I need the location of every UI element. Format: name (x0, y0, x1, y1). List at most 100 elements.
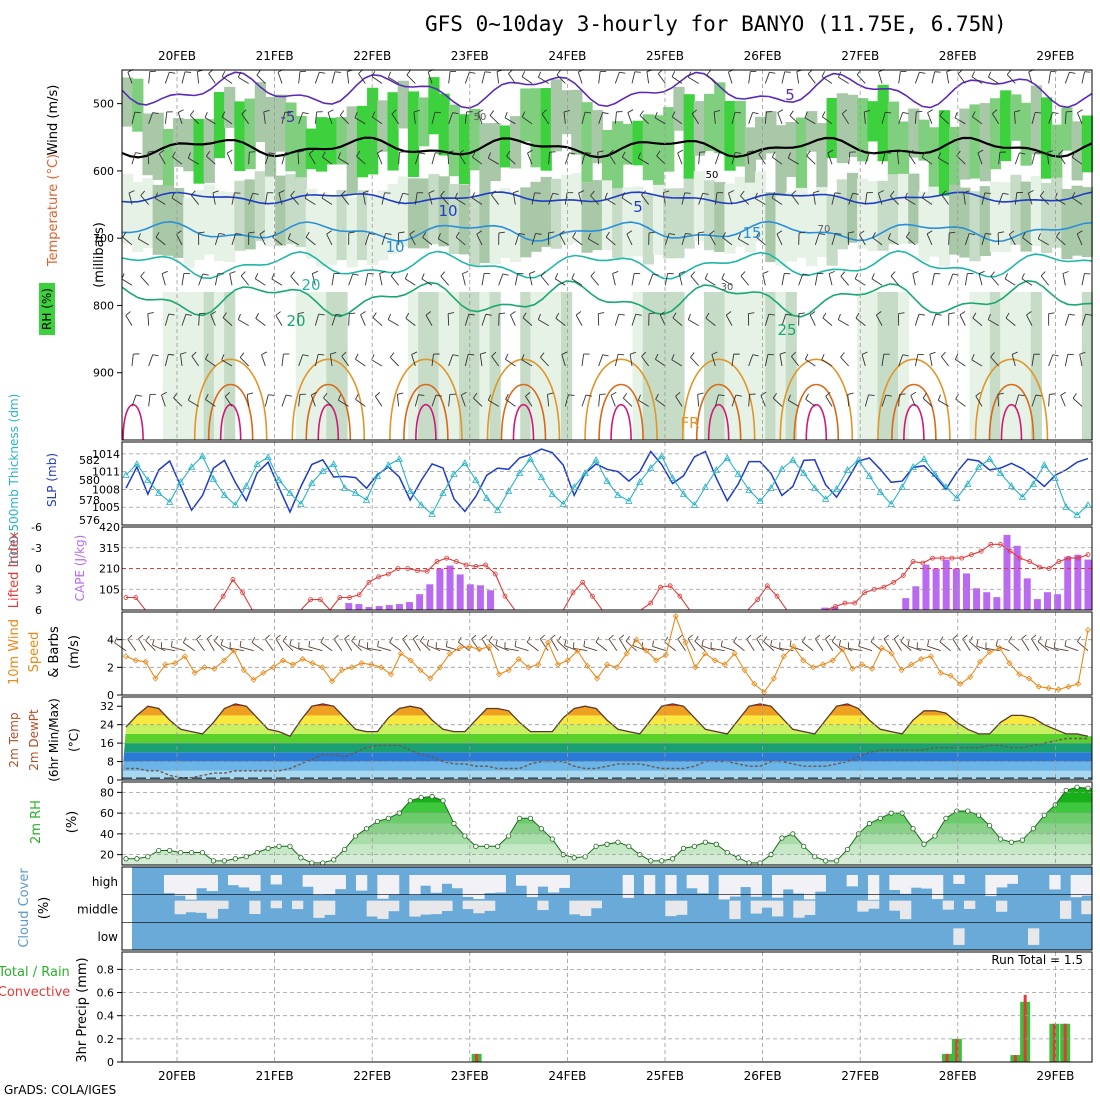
wind-speed-point (387, 671, 395, 678)
cloud-cell (494, 875, 506, 893)
wind-barb-flag (848, 231, 855, 234)
wind-barb-flag (189, 110, 195, 116)
wind-barb-10m (358, 644, 372, 652)
wind-barb (861, 354, 866, 367)
wind-barb (681, 192, 686, 205)
wind-barb-flag (602, 112, 609, 115)
cloud-cell (185, 900, 197, 913)
cloud-cell (569, 900, 581, 915)
wind-barb-flag (554, 273, 559, 279)
wind-barb-flag (971, 354, 975, 360)
wind-barb-flag (821, 71, 826, 77)
rh-point (429, 793, 435, 800)
wind-barb (322, 156, 333, 165)
wind-barb-flag (537, 71, 542, 78)
wind-barb-10m (608, 638, 618, 651)
wind-barb-10m (1021, 638, 1030, 651)
wind-barb-flag (411, 351, 418, 355)
cloud-cell (217, 900, 229, 909)
rh-point (702, 839, 708, 845)
wind-barb-flag (240, 271, 246, 277)
wind-barb (246, 394, 250, 407)
wind-barb (814, 273, 818, 286)
rh-cell (744, 182, 757, 253)
rh-cell (632, 292, 644, 440)
thickness-point (1062, 503, 1070, 510)
rh-cell (193, 118, 205, 184)
wind-barb (610, 395, 616, 407)
wind-barb-flag (171, 192, 175, 199)
li-point (667, 583, 673, 589)
thickness-point (494, 506, 502, 513)
cape-bar (1003, 534, 1011, 610)
rh-cell (683, 178, 695, 249)
rh-cell (867, 181, 879, 252)
wind-barb (1064, 354, 1069, 367)
rh-cell (295, 115, 307, 195)
thickness-point (734, 470, 742, 477)
wind-barb-flag (939, 636, 944, 642)
li-point (939, 555, 945, 561)
wind-barb-10m (802, 641, 814, 652)
cape-bar (395, 604, 403, 610)
rh-point (713, 841, 719, 847)
wind-barb (614, 72, 620, 84)
wind-barb-flag (897, 150, 904, 153)
wind-barb (447, 313, 450, 326)
rh-point (943, 815, 949, 821)
wind-barb (922, 397, 933, 407)
wind-barb (259, 234, 266, 246)
wind-barb-flag (876, 311, 882, 316)
wind-barb-flag (740, 190, 745, 197)
rh-cell (969, 104, 981, 179)
wind-barb-flag (362, 190, 369, 194)
wind-barb-10m (526, 641, 539, 652)
rh-point (997, 836, 1004, 842)
wind-barb (955, 359, 966, 367)
wind-barb (561, 354, 566, 367)
isotherm-line (121, 250, 1093, 280)
thickness-point (209, 475, 218, 482)
wind-barb (239, 357, 249, 367)
thickness-point (964, 480, 972, 487)
wind-barb (188, 399, 199, 407)
thickness-point (373, 472, 382, 479)
precip-tick-label: 0.6 (97, 987, 115, 1000)
cloud-cell (249, 875, 261, 892)
wind-barb (454, 197, 466, 205)
wind-barb-flag (1037, 233, 1041, 240)
rh-point (451, 820, 457, 827)
wind-barb-10m (883, 638, 893, 651)
wind-barb-flag (641, 190, 647, 196)
wind-speed-point (574, 647, 581, 654)
rh-cell (275, 94, 287, 152)
wind-barb (398, 193, 404, 205)
wind-speed-point (201, 664, 208, 671)
wind-barb-flag (971, 71, 975, 78)
wind-barb (598, 71, 601, 84)
wind-barb-flag (939, 110, 944, 116)
rh-cell (1051, 124, 1063, 201)
rh-cell (479, 193, 491, 264)
wind-barb (840, 356, 849, 367)
wind-barb (1026, 314, 1033, 326)
wind-barb (505, 399, 516, 407)
rh-cell (652, 292, 665, 440)
wind-barb-flag (541, 109, 547, 115)
rh-axis-label: RH (%) (40, 288, 54, 330)
temp-band (122, 761, 1092, 771)
wind-barb-10m (213, 640, 225, 652)
wind-barb (641, 356, 650, 367)
wind-barb-flag (198, 231, 205, 234)
wind-barb-flag (769, 71, 776, 74)
wind-barb (341, 355, 350, 367)
wind-barb-flag (372, 312, 377, 318)
li-point (891, 579, 897, 585)
wind-barb-flag (861, 351, 868, 355)
wind-barb-flag (791, 190, 797, 196)
wind-barb-flag (340, 190, 346, 196)
wind-barb (754, 197, 766, 205)
wind-barb-flag (677, 634, 683, 640)
wind-barb-flag (249, 151, 256, 153)
cloud-cell (292, 900, 304, 910)
